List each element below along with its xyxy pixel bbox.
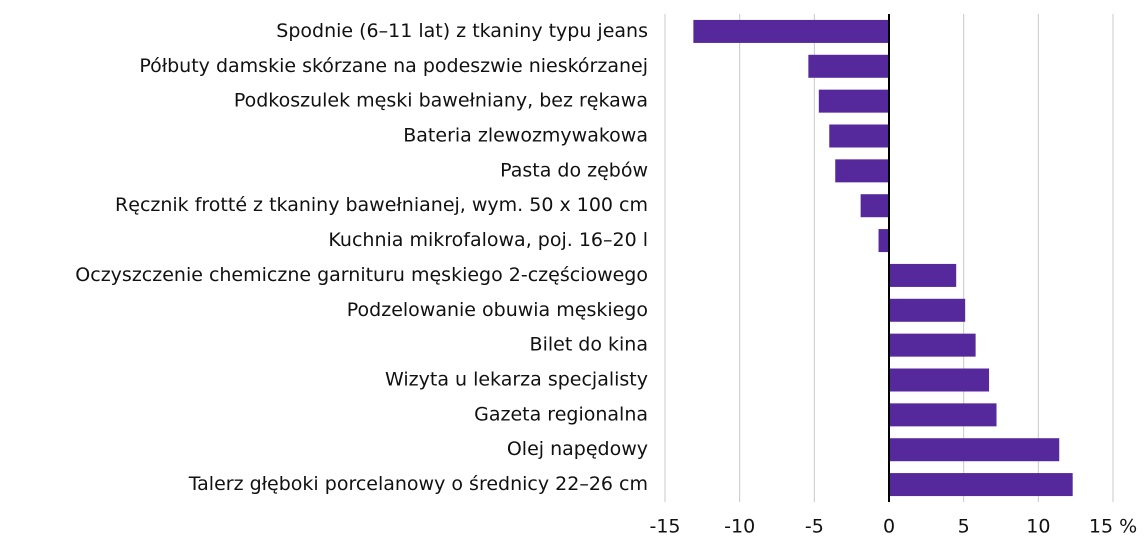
y-tick-label: Ręcznik frotté z tkaniny bawełnianej, wy… — [115, 194, 648, 216]
y-tick-label: Półbuty damskie skórzane na podeszwie ni… — [139, 55, 648, 77]
y-tick-label: Pasta do zębów — [500, 159, 648, 181]
y-tick-label: Podkoszulek męski bawełniany, bez rękawa — [234, 90, 648, 112]
y-tick-label: Spodnie (6–11 lat) z tkaniny typu jeans — [276, 20, 648, 42]
bar — [889, 438, 1060, 462]
x-tick-label: 10 — [1026, 516, 1050, 538]
bar — [878, 229, 889, 253]
bar — [808, 54, 889, 78]
y-tick-label: Podzelowanie obuwia męskiego — [347, 299, 648, 321]
bar — [889, 368, 990, 392]
bar — [889, 298, 966, 322]
y-tick-label: Olej napędowy — [507, 438, 648, 460]
bar — [889, 403, 997, 427]
y-tick-label: Oczyszczenie chemiczne garnituru męskieg… — [75, 264, 648, 286]
x-tick-label: -5 — [805, 516, 824, 538]
y-tick-label: Wizyta u lekarza specjalisty — [385, 369, 648, 391]
bar — [889, 263, 957, 287]
bar — [860, 194, 889, 218]
x-tick-label: -15 — [649, 516, 680, 538]
x-tick-label: -10 — [724, 516, 755, 538]
bar — [889, 333, 976, 357]
y-tick-label: Bateria zlewozmywakowa — [403, 125, 648, 147]
x-tick-label: 5 — [958, 516, 970, 538]
bar — [835, 159, 889, 183]
y-tick-label: Kuchnia mikrofalowa, poj. 16–20 l — [328, 229, 648, 251]
bar — [693, 19, 889, 43]
bar — [818, 89, 889, 113]
x-tick-label: 0 — [883, 516, 895, 538]
y-tick-label: Gazeta regionalna — [474, 403, 648, 425]
bar — [829, 124, 889, 148]
y-tick-label: Talerz głęboki porcelanowy o średnicy 22… — [188, 473, 648, 495]
x-tick-label: 15 % — [1089, 516, 1137, 538]
bar — [889, 473, 1073, 497]
y-tick-label: Bilet do kina — [530, 334, 648, 356]
